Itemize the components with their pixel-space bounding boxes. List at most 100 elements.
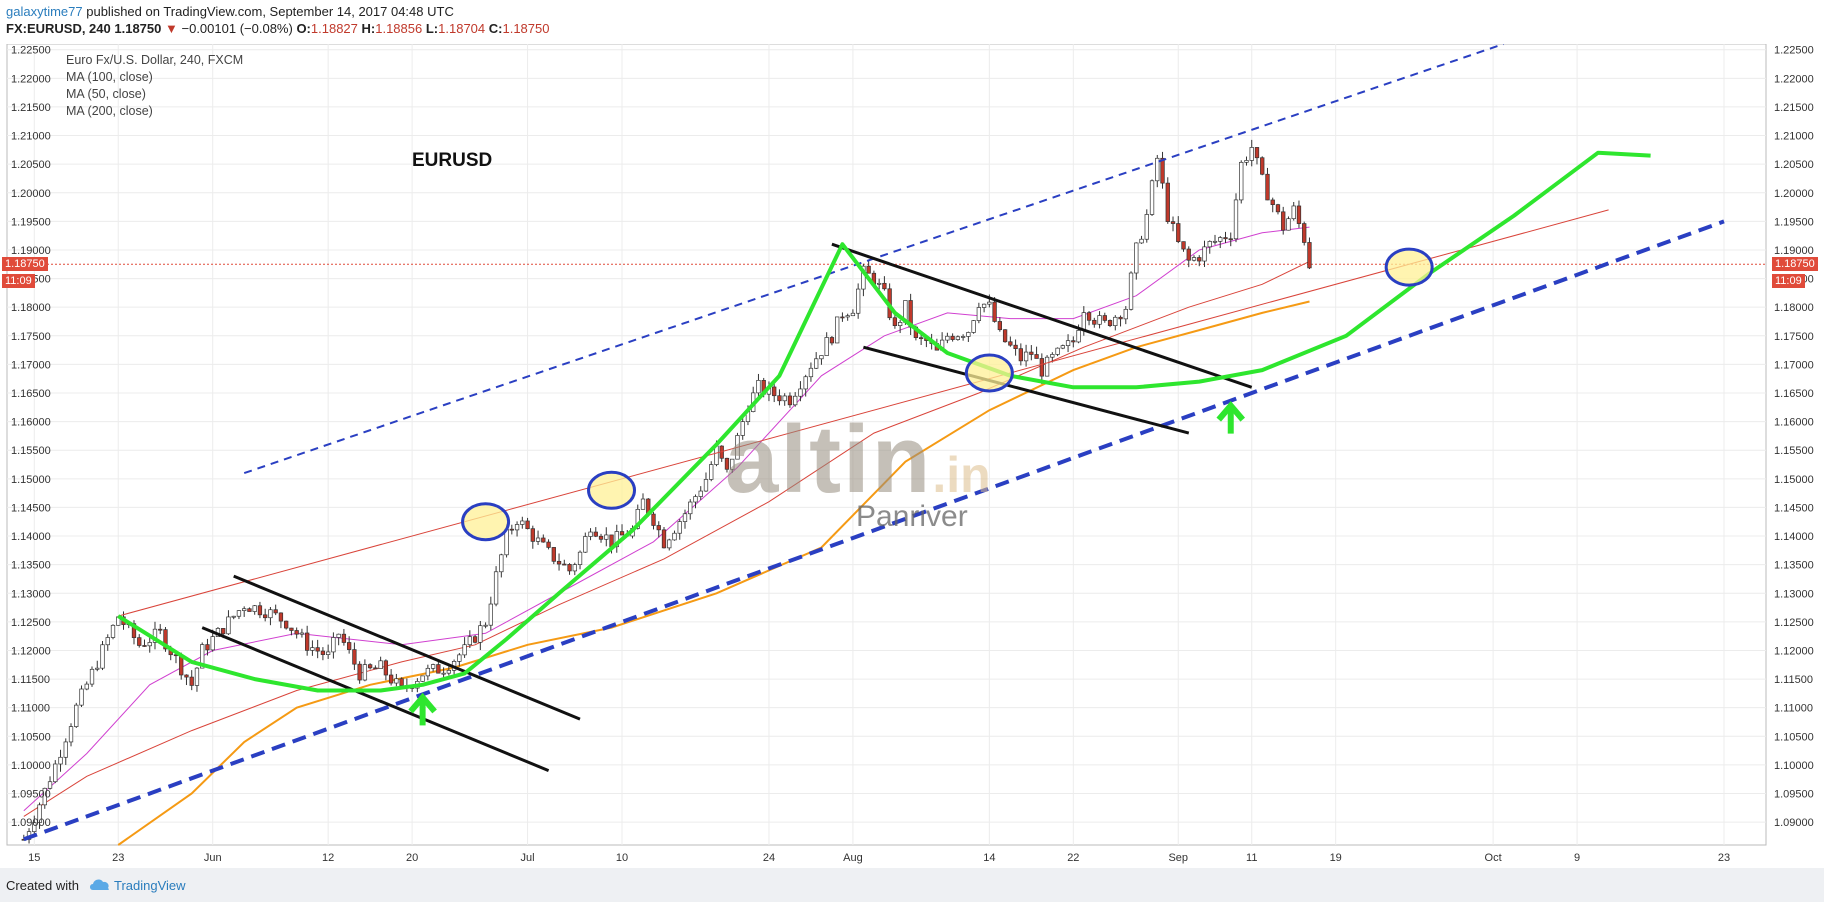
candle-body xyxy=(184,674,189,678)
y-tick-label: 1.17000 xyxy=(1774,359,1814,371)
candle-body xyxy=(47,781,53,789)
y-tick-label: 1.19500 xyxy=(11,216,51,228)
y-tick-label: 1.21500 xyxy=(11,102,51,114)
candle-body xyxy=(1139,238,1144,244)
candle-body xyxy=(32,822,37,832)
highlight-circle-1 xyxy=(587,470,637,510)
candle-body xyxy=(1260,157,1265,175)
y-tick-label: 1.20500 xyxy=(11,159,51,171)
candle-body xyxy=(614,531,619,548)
candle-body xyxy=(1060,345,1065,349)
candle-body xyxy=(756,380,761,394)
candle-body xyxy=(562,563,567,566)
candle-body xyxy=(1254,147,1260,159)
candle-body xyxy=(1134,242,1139,274)
candle-body xyxy=(1044,356,1050,377)
candle-body xyxy=(488,603,493,626)
candle-body xyxy=(1107,320,1113,327)
x-tick-label: Jul xyxy=(521,852,535,864)
candle-body xyxy=(730,458,735,470)
candle-body xyxy=(263,614,268,619)
candle-body xyxy=(992,301,997,322)
x-tick-label: 12 xyxy=(322,852,334,864)
y-tick-label: 1.09500 xyxy=(11,789,51,801)
time-axis[interactable]: 15 23 Jun 12 20 Jul 10 24 Aug 14 22 Sep 11 19 Oct 9 23 xyxy=(28,852,1730,864)
candle-body xyxy=(294,630,299,635)
candle-body xyxy=(682,513,688,522)
candle-body xyxy=(777,395,782,402)
candle-body xyxy=(709,464,714,480)
x-tick-label: 19 xyxy=(1330,852,1342,864)
candle-body xyxy=(1034,354,1039,359)
candle-body xyxy=(483,624,488,627)
y-tick-label: 1.15500 xyxy=(11,445,51,457)
high-label: H: xyxy=(361,21,376,36)
candle-body xyxy=(598,535,604,540)
candle-body xyxy=(299,632,305,635)
y-tick-label: 1.13000 xyxy=(1774,588,1814,600)
candle-body xyxy=(1097,315,1102,325)
y-tick-label: 1.11500 xyxy=(1774,674,1813,686)
y-tick-label: 1.16500 xyxy=(11,388,51,400)
candle-body xyxy=(918,337,924,339)
legend-ma100[interactable]: MA (100, close) xyxy=(66,70,153,84)
candle-body xyxy=(1023,351,1029,362)
candle-body xyxy=(441,672,446,675)
right-price-tag: 1.18750 xyxy=(1772,257,1818,271)
candle-body xyxy=(835,316,840,344)
candle-body xyxy=(42,787,47,806)
candle-body xyxy=(221,628,226,635)
candle-body xyxy=(247,608,252,612)
y-tick-label: 1.12500 xyxy=(11,617,51,629)
candle-body xyxy=(1207,241,1212,248)
candle-body xyxy=(845,315,850,318)
y-tick-label: 1.15500 xyxy=(1774,445,1814,457)
candle-body xyxy=(163,629,168,650)
y-tick-label: 1.13500 xyxy=(11,560,51,572)
y-tick-label: 1.20500 xyxy=(1774,159,1814,171)
candle-body xyxy=(1291,205,1296,220)
drawings xyxy=(23,44,1725,842)
candle-body xyxy=(499,554,504,573)
price-axis[interactable]: 1.09000 1.09000 1.09500 1.09500 1.10000 1.100… xyxy=(11,45,1814,829)
candle-body xyxy=(189,676,194,686)
black-trendline-0 xyxy=(233,574,581,721)
candle-body xyxy=(289,627,294,631)
candle-body xyxy=(892,317,898,327)
y-tick-label: 1.21000 xyxy=(11,131,51,143)
x-tick-label: 14 xyxy=(983,852,995,864)
y-tick-label: 1.14000 xyxy=(11,531,51,543)
right-time-tag: 11:09 xyxy=(1772,274,1805,288)
legend-ma200[interactable]: MA (200, close) xyxy=(66,104,153,118)
candle-body xyxy=(656,525,661,531)
candle-body xyxy=(572,564,577,572)
candle-body xyxy=(640,498,646,510)
candle-body xyxy=(740,421,745,436)
plot-area[interactable] xyxy=(6,44,1767,846)
candle-body xyxy=(1086,312,1092,321)
y-tick-label: 1.21000 xyxy=(1774,131,1814,143)
price-chart[interactable]: 1.09000 1.09000 1.09500 1.09500 1.10000 1.100… xyxy=(0,44,1824,868)
author-link[interactable]: galaxytime77 xyxy=(6,4,83,19)
open-label: O: xyxy=(296,21,311,36)
tradingview-cloud-icon[interactable] xyxy=(88,876,112,892)
x-tick-label: 20 xyxy=(406,852,418,864)
candle-body xyxy=(310,647,315,651)
candle-body xyxy=(667,539,672,549)
candle-body xyxy=(987,301,992,305)
candle-body xyxy=(1244,160,1249,163)
green-curve xyxy=(117,150,1651,693)
candle-body xyxy=(1123,308,1128,320)
y-tick-label: 1.22500 xyxy=(1774,45,1814,57)
x-tick-label: 24 xyxy=(763,852,775,864)
candle-body xyxy=(210,636,215,651)
x-tick-label: Aug xyxy=(843,852,863,864)
tradingview-link[interactable]: TradingView xyxy=(114,878,186,893)
candle-body xyxy=(194,667,200,686)
candle-body xyxy=(960,336,966,338)
candle-body xyxy=(593,531,598,537)
ohlc-line: FX:EURUSD, 240 1.18750 ▼ −0.00101 (−0.08… xyxy=(6,21,549,36)
candle-body xyxy=(546,541,551,548)
candle-body xyxy=(1275,204,1281,213)
legend-ma50[interactable]: MA (50, close) xyxy=(66,87,146,101)
